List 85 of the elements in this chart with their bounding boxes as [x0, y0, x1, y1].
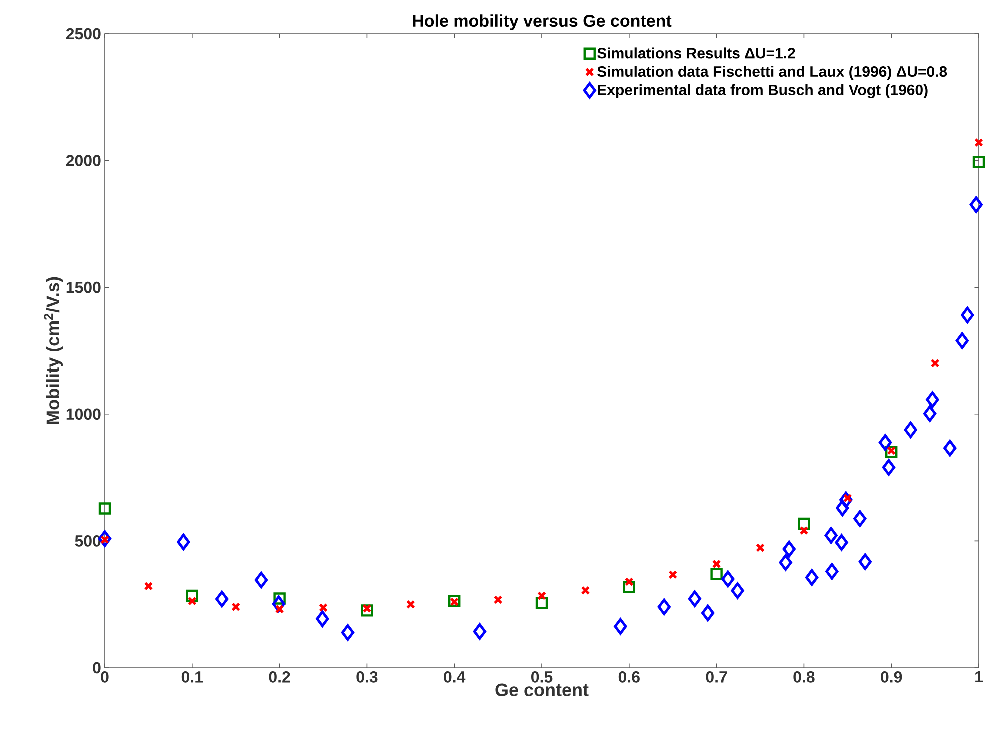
point — [362, 604, 372, 614]
x-tick-label: 0.8 — [794, 672, 815, 683]
point — [854, 510, 867, 528]
x-tick-label: 0.3 — [356, 672, 378, 683]
point — [782, 541, 796, 558]
point — [961, 306, 974, 324]
point — [316, 610, 330, 628]
point — [779, 554, 792, 572]
point — [177, 534, 190, 550]
point — [100, 535, 110, 544]
y-tick-label: 1000 — [66, 408, 101, 420]
legend-label: Simulations Results ΔU=1.2 — [598, 48, 796, 59]
point — [624, 578, 634, 586]
point — [731, 582, 744, 600]
point — [824, 527, 838, 544]
point — [710, 568, 723, 581]
point — [712, 560, 722, 569]
point — [930, 358, 940, 368]
point — [232, 602, 241, 612]
point — [144, 582, 154, 591]
point — [658, 598, 671, 616]
point — [275, 604, 284, 614]
point — [536, 597, 548, 610]
point — [406, 600, 416, 610]
point — [450, 598, 460, 607]
x-tick-label: 0.4 — [444, 672, 466, 683]
point — [473, 623, 486, 640]
point — [274, 592, 286, 605]
point — [972, 156, 986, 168]
legend-label: Simulation data Fischetti and Laux (1996) ΔU=0.8 — [598, 66, 948, 80]
y-tick-label: 1500 — [66, 282, 101, 294]
point — [887, 446, 896, 456]
point — [623, 581, 636, 594]
point — [254, 572, 268, 589]
point — [798, 518, 810, 530]
point — [970, 196, 983, 214]
point — [722, 570, 735, 588]
point — [688, 590, 702, 608]
legend-label: Experimental data from Busch and Vogt (1960) — [598, 84, 928, 98]
x-tick-label: 0.6 — [618, 672, 640, 683]
point — [361, 604, 374, 617]
point — [926, 392, 940, 408]
y-tick-label: 2000 — [66, 155, 101, 166]
point — [858, 554, 872, 570]
point — [904, 422, 918, 438]
x-tick-label: 0.9 — [881, 672, 902, 683]
point — [756, 544, 765, 553]
point — [843, 494, 852, 503]
point — [944, 440, 957, 457]
x-tick-label: 0.1 — [182, 672, 204, 683]
point — [538, 591, 546, 600]
point — [494, 596, 503, 605]
x-tick-label: 0.5 — [532, 672, 553, 683]
point — [956, 332, 969, 350]
y-tick-label: 0 — [93, 662, 101, 674]
y-tick-label: 500 — [75, 536, 101, 547]
point — [836, 500, 850, 517]
point — [581, 586, 590, 596]
y-axis-title: Mobility (cm$^{2}$/V.s) — [44, 277, 64, 424]
y-tick-label: 2500 — [66, 28, 101, 40]
point — [882, 459, 896, 476]
point — [924, 406, 937, 422]
point — [98, 502, 112, 515]
point — [974, 138, 984, 148]
point — [800, 526, 809, 536]
point — [668, 570, 678, 580]
point — [216, 590, 229, 608]
x-tick-label: 0.7 — [706, 672, 728, 683]
point — [319, 603, 328, 612]
point — [835, 534, 848, 552]
point — [886, 446, 898, 458]
x-tick-label: 0 — [101, 672, 109, 683]
point — [702, 604, 715, 622]
point — [188, 596, 197, 606]
point — [806, 569, 819, 586]
chart-title: Hole mobility versus Ge content — [413, 14, 672, 30]
x-tick-label: 0.2 — [269, 672, 290, 683]
point — [186, 590, 199, 602]
point — [448, 594, 461, 608]
x-tick-label: 1 — [976, 672, 984, 683]
point — [826, 563, 839, 580]
point — [341, 624, 355, 642]
x-axis-title: Ge content — [496, 684, 589, 696]
point — [878, 434, 892, 452]
point — [614, 618, 628, 635]
